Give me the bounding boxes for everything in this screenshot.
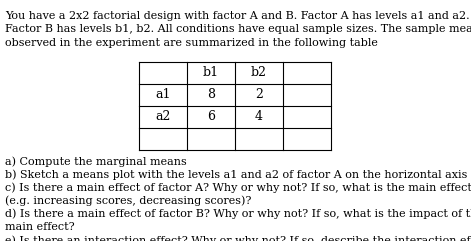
Text: e) Is there an interaction effect? Why or why not? If so, describe the interacti: e) Is there an interaction effect? Why o… xyxy=(5,235,471,241)
Text: observed in the experiment are summarized in the following table: observed in the experiment are summarize… xyxy=(5,38,378,48)
Text: a2: a2 xyxy=(155,111,171,123)
Text: b) Sketch a means plot with the levels a1 and a2 of factor A on the horizontal a: b) Sketch a means plot with the levels a… xyxy=(5,169,467,180)
Text: b2: b2 xyxy=(251,67,267,80)
Text: d) Is there a main effect of factor B? Why or why not? If so, what is the impact: d) Is there a main effect of factor B? W… xyxy=(5,209,471,219)
Text: (e.g. increasing scores, decreasing scores)?: (e.g. increasing scores, decreasing scor… xyxy=(5,196,252,206)
Text: c) Is there a main effect of factor A? Why or why not? If so, what is the main e: c) Is there a main effect of factor A? W… xyxy=(5,182,471,193)
Text: main effect?: main effect? xyxy=(5,222,74,232)
Text: a1: a1 xyxy=(155,88,171,101)
Text: 6: 6 xyxy=(207,111,215,123)
Text: b1: b1 xyxy=(203,67,219,80)
Text: 8: 8 xyxy=(207,88,215,101)
Text: a) Compute the marginal means: a) Compute the marginal means xyxy=(5,156,187,167)
Text: 4: 4 xyxy=(255,111,263,123)
Text: 2: 2 xyxy=(255,88,263,101)
Text: You have a 2x2 factorial design with factor A and B. Factor A has levels a1 and : You have a 2x2 factorial design with fac… xyxy=(5,11,470,21)
Text: Factor B has levels b1, b2. All conditions have equal sample sizes. The sample m: Factor B has levels b1, b2. All conditio… xyxy=(5,25,471,34)
